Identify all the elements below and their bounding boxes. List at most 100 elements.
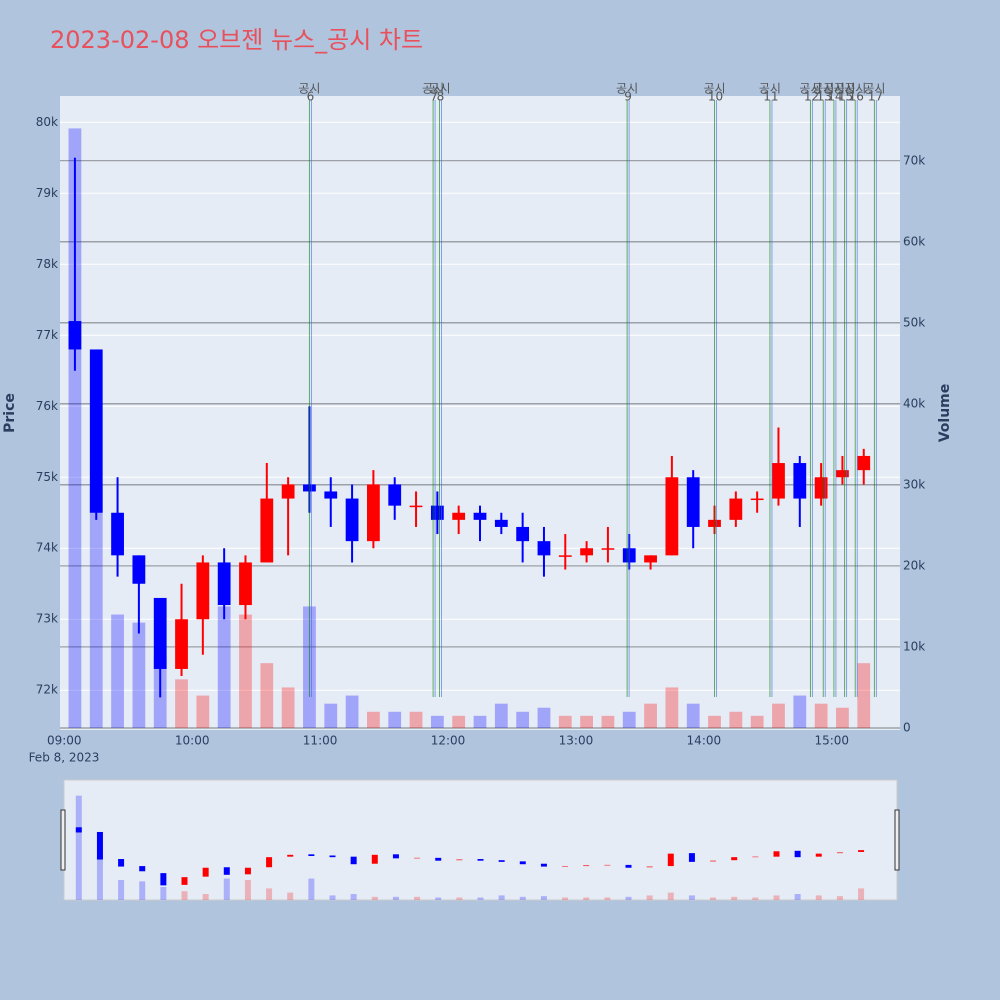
y2-tick-label: 0 xyxy=(903,720,911,734)
candle-body xyxy=(111,512,124,556)
volume-bar xyxy=(601,715,615,728)
range-slider[interactable] xyxy=(63,779,898,901)
y2-tick-label: 60k xyxy=(903,234,925,248)
candle-body xyxy=(153,597,167,669)
candle-body xyxy=(473,512,487,520)
slider-handle-left[interactable] xyxy=(60,809,66,871)
slider-volume xyxy=(688,895,695,900)
volume-bar xyxy=(281,687,295,728)
slider-volume xyxy=(223,878,230,900)
candle-body xyxy=(814,477,828,499)
slider-volume xyxy=(392,896,399,900)
slider-volume xyxy=(308,878,315,900)
y-tick-label: 74k xyxy=(36,541,58,555)
slider-volume xyxy=(287,892,294,900)
slider-volume xyxy=(710,897,717,900)
candle-body xyxy=(644,555,657,563)
volume-bar xyxy=(409,711,423,728)
x-tick-label: 09:00 xyxy=(47,734,82,748)
candle-body xyxy=(239,562,252,606)
slider-volume xyxy=(773,895,780,900)
volume-bar xyxy=(239,614,252,728)
slider-volume xyxy=(646,895,653,900)
slider-volume xyxy=(794,894,801,900)
candle-body xyxy=(494,519,508,527)
slider-volume xyxy=(244,879,251,900)
slider-volume xyxy=(350,894,357,900)
slider-volume xyxy=(498,895,505,900)
x-tick-label: 12:00 xyxy=(431,734,466,748)
candle-body xyxy=(793,463,807,499)
y2-tick-label: 30k xyxy=(903,477,925,491)
volume-bar xyxy=(516,711,530,728)
event-label: 공시 xyxy=(428,82,450,96)
slider-volume xyxy=(139,881,146,900)
y-tick-label: 78k xyxy=(36,257,58,271)
y-tick-label: 76k xyxy=(36,399,58,413)
candle-body xyxy=(558,555,572,557)
candle-body xyxy=(580,548,593,556)
volume-bar xyxy=(686,703,700,728)
event-label: 공시 xyxy=(863,82,885,96)
volume-bar xyxy=(452,715,466,728)
volume-bar xyxy=(793,695,807,728)
event-number: 8 xyxy=(437,90,445,104)
slider-volume xyxy=(181,891,188,900)
candle-body xyxy=(175,619,188,669)
candle-body xyxy=(68,321,82,350)
volume-bar xyxy=(217,606,231,728)
candle-body xyxy=(729,498,743,520)
candle-body xyxy=(260,498,274,563)
slider-handle-right[interactable] xyxy=(894,809,900,871)
slider-volume xyxy=(96,857,103,900)
candle-body xyxy=(430,505,444,520)
volume-bar xyxy=(345,695,359,728)
volume-bar xyxy=(324,703,338,728)
candle-body xyxy=(132,555,146,584)
candle-body xyxy=(452,512,466,520)
candle-body xyxy=(537,541,551,556)
candle-body xyxy=(836,470,849,478)
event-number: 6 xyxy=(307,90,315,104)
slider-volume xyxy=(836,896,843,900)
chart-title: 2023-02-08 오브젠 뉴스_공시 차트 xyxy=(50,26,423,54)
volume-bar xyxy=(175,679,188,728)
volume-bar xyxy=(537,707,551,728)
event-number: 17 xyxy=(868,90,883,104)
volume-bar xyxy=(622,711,636,728)
y-tick-label: 79k xyxy=(36,186,58,200)
candle-body xyxy=(324,491,338,499)
slider-volume xyxy=(625,896,632,900)
y-tick-label: 73k xyxy=(36,612,58,626)
candle-body xyxy=(516,526,530,542)
event-label: 공시 xyxy=(812,82,834,96)
slider-volume xyxy=(562,897,569,900)
volume-bar xyxy=(132,622,146,728)
x-tick-label: 13:00 xyxy=(559,734,594,748)
slider-volume xyxy=(414,896,421,900)
event-number: 7 xyxy=(430,90,438,104)
slider-volume xyxy=(160,886,167,900)
volume-bar xyxy=(580,715,593,728)
slider-volume xyxy=(329,895,336,900)
volume-bar xyxy=(708,715,721,728)
y-tick-label: 80k xyxy=(36,115,58,129)
volume-bar xyxy=(367,711,380,728)
volume-bar xyxy=(750,715,764,728)
volume-bar xyxy=(772,703,785,728)
candle-body xyxy=(89,349,103,513)
volume-bar xyxy=(836,707,849,728)
slider-volume xyxy=(752,897,759,900)
event-number: 13 xyxy=(817,90,832,104)
event-label: 공시 xyxy=(298,82,320,96)
y2-axis-title: Volume xyxy=(937,384,953,443)
slider-volume xyxy=(456,897,463,900)
event-label: 공시 xyxy=(844,82,866,96)
y2-tick-label: 70k xyxy=(903,153,925,167)
candle-body xyxy=(857,455,871,471)
slider-volume xyxy=(519,896,526,900)
volume-bar xyxy=(68,128,82,728)
slider-volume xyxy=(540,896,547,900)
candle-body xyxy=(601,548,615,550)
